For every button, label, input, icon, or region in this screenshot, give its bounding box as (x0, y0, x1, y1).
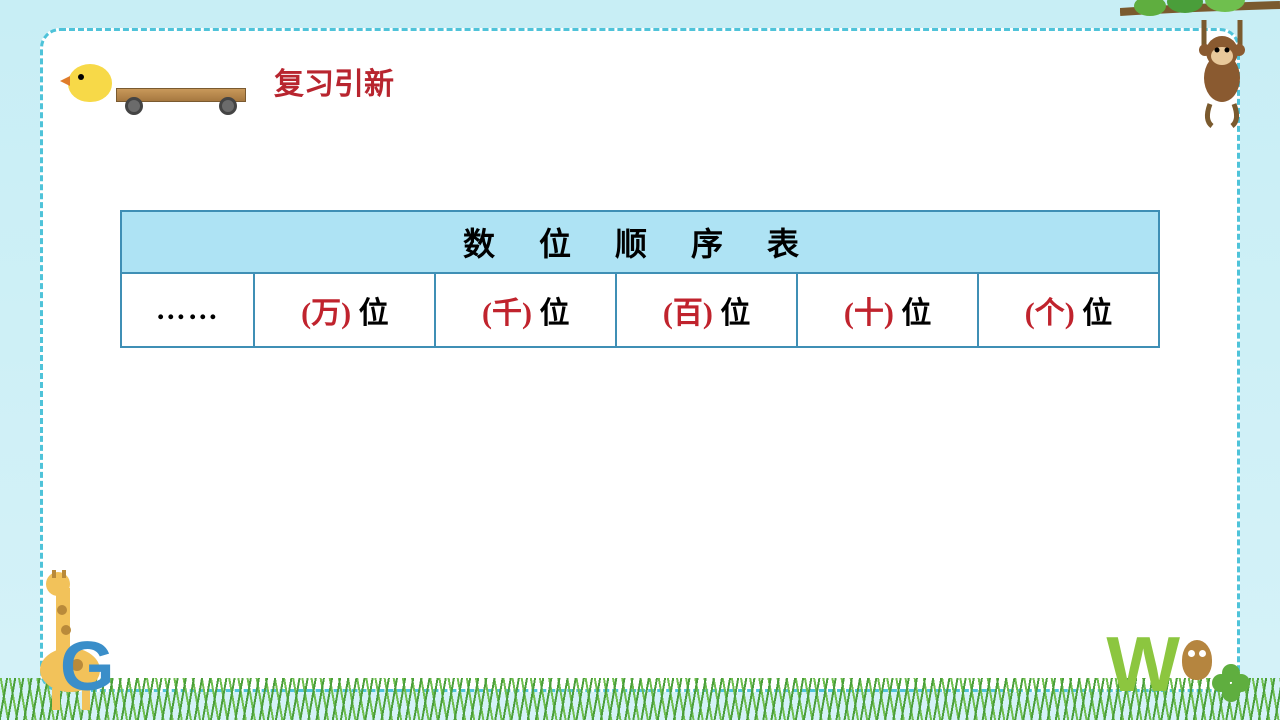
grass-strip (0, 678, 1280, 720)
table-cell: (十) 位 (797, 273, 978, 347)
place-value-table: 数 位 顺 序 表 ……(万) 位(千) 位(百) 位(十) 位(个) 位 (120, 210, 1160, 348)
table-cell: (万) 位 (254, 273, 435, 347)
letter-g-icon: G (60, 626, 114, 706)
owl-icon (1182, 640, 1212, 680)
monkey-icon (1194, 20, 1250, 130)
cart-icon (116, 88, 246, 102)
table-header: 数 位 顺 序 表 (121, 211, 1159, 273)
slide-title: 复习引新 (274, 59, 394, 103)
clover-icon (1212, 664, 1250, 702)
title-row: 复习引新 (68, 62, 394, 118)
table-cell: …… (121, 273, 254, 347)
letter-w-icon: W (1106, 619, 1180, 710)
table-cell: (百) 位 (616, 273, 797, 347)
table-cell: (个) 位 (978, 273, 1159, 347)
table-cell: (千) 位 (435, 273, 616, 347)
content-frame (40, 28, 1240, 692)
chick-icon (68, 64, 112, 102)
